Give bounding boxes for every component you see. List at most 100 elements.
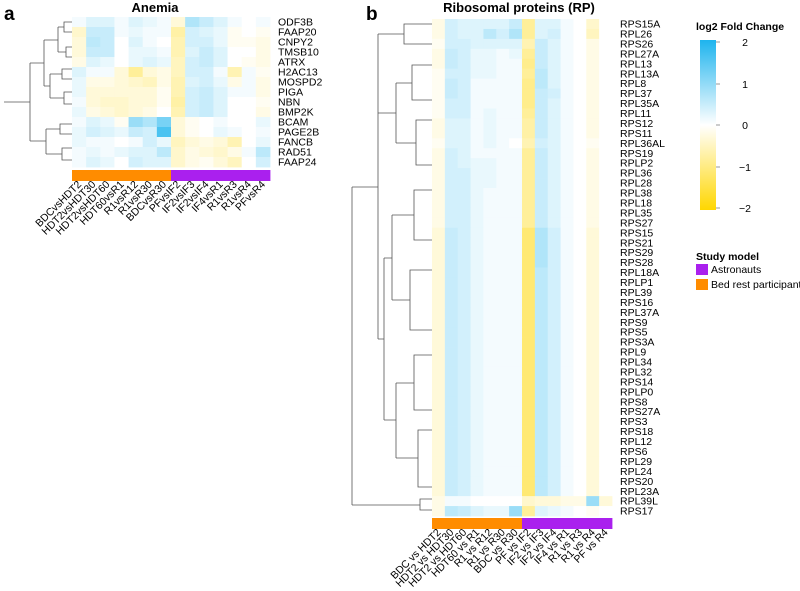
anemia-cell-bmp2k-if2vsif4 [199,107,214,118]
rp-cell-rpl28-r1-vs-r3 [573,178,587,189]
rp-cell-rpl36-if4-vs-r1 [560,168,574,179]
rp-cell-rps6-pf-vs-if2 [522,446,536,457]
rp-cell-rpl13a-hdt2-vs-hdt30 [444,68,459,80]
rp-cell-rpl12-r1-vs-r12 [483,436,497,447]
rp-cell-rpl35-bdc-vs-hdt2 [432,207,446,219]
rp-row-label-rpl28: RPL28 [620,178,652,190]
rp-cell-rpl34-r1-vs-r30 [496,356,510,368]
rp-cell-rpl24-pf-vs-if2 [522,466,536,477]
rp-cell-rps6-bdc-vs-r30 [509,446,523,457]
rp-cell-rpl24-r1-vs-r12 [483,466,497,477]
rp-cell-rps6-hdt2-vs-hdt30 [444,446,459,457]
colorbar-ticks [716,41,720,209]
rp-cell-rps29-r1-vs-r30 [496,247,510,258]
rp-cell-rps27a-pf-vs-r4 [599,406,613,417]
anemia-cell-tmsb10-if4vsr1 [213,47,228,58]
rp-cell-rps27a-r1-vs-r4 [586,406,600,417]
rp-cell-rps29-hdt2-vs-hdt60 [457,247,471,258]
rp-cell-rps11-pf-vs-if2 [522,128,536,139]
rp-cell-rpl29-if4-vs-r1 [560,456,574,467]
anemia-cell-atrx-if2vsif4 [199,57,214,68]
rp-cell-rps27-pf-vs-r4 [599,217,613,229]
rp-cell-rpl39-r1-vs-r12 [483,287,497,298]
rp-cell-rpl37a-bdc-vs-hdt2 [432,307,446,318]
rp-cell-rps27a-r1-vs-r12 [483,406,497,417]
rp-cell-rpl29-if2-vs-if4 [547,456,561,467]
rp-cell-rpl38-hdt2-vs-hdt60 [457,187,471,199]
rp-cell-rps12-hdt2-vs-hdt60 [457,118,471,129]
anemia-cell-fancb-r1vsr3 [227,137,243,148]
rp-cell-rps6-if4-vs-r1 [560,446,574,457]
rp-cell-rps26-if4-vs-r1 [560,38,574,50]
rp-cell-rps19-bdc-vs-hdt2 [432,148,446,159]
rp-cell-rpl36al-pf-vs-if2 [522,138,536,149]
rp-row-label-rps11: RPS11 [620,128,653,140]
anemia-cell-odf3b-r1vsr4 [241,17,257,28]
anemia-cell-bcam-r1vsr12 [128,117,144,128]
rp-group-bar-hdt60-vs-r1 [470,518,484,529]
anemia-cell-bmp2k-hdt60vsr1 [114,107,129,118]
anemia-cell-bmp2k-r1vsr4 [241,107,257,118]
rp-cell-rps29-r1-vs-r4 [586,247,600,258]
rp-cell-rps12-if4-vs-r1 [560,118,574,129]
rp-cell-rpl37-pf-vs-if2 [522,88,536,99]
rp-cell-rps3-r1-vs-r4 [586,416,600,427]
rp-row-label-rplp0: RPLP0 [620,386,653,398]
rp-cell-rps18-r1-vs-r3 [573,426,587,437]
rp-cell-rps26-r1-vs-r30 [496,38,510,50]
rp-cell-rps17-r1-vs-r12 [483,506,497,517]
rp-cell-rpl36-bdc-vs-hdt2 [432,168,446,179]
rp-cell-rpl32-hdt2-vs-hdt30 [444,366,459,378]
rp-cell-rpl39-r1-vs-r30 [496,287,510,298]
rp-cell-rpl8-bdc-vs-r30 [509,78,523,89]
rp-cell-rplp2-if2-vs-if4 [547,158,561,169]
rp-cell-rpl13a-hdt2-vs-hdt60 [457,68,471,80]
rp-cell-rps8-pf-vs-if2 [522,396,536,408]
anemia-cell-page2b-hdt2vshdt60 [100,127,115,138]
rp-cell-rps11-r1-vs-r4 [586,128,600,139]
rp-row-label-rps26: RPS26 [620,38,653,50]
anemia-cell-cnpy2-r1vsr30 [142,37,158,48]
rp-row-label-rpl12: RPL12 [620,436,652,448]
rp-cell-rpl32-r1-vs-r4 [586,366,600,378]
anemia-cell-odf3b-pfvsif2 [171,17,186,28]
rp-cell-rps20-bdc-vs-hdt2 [432,476,446,487]
rp-row-label-rpl18: RPL18 [620,197,652,209]
rp-cell-rpl37-bdc-vs-hdt2 [432,88,446,99]
anemia-cell-bmp2k-hdt2vshdt60 [100,107,115,118]
rp-cell-rpl27a-hdt2-vs-hdt60 [457,48,471,60]
anemia-cell-faap20-bdcvsr30 [156,27,172,38]
rp-cell-rps26-bdc-vs-r30 [509,38,523,50]
rp-cell-rpl13-pf-vs-r4 [599,58,613,70]
rp-cell-rps9-r1-vs-r3 [573,317,587,328]
rp-cell-rps26-hdt60-vs-r1 [470,38,484,50]
rp-cell-rpl13a-r1-vs-r4 [586,68,600,80]
rp-cell-rpl13-bdc-vs-r30 [509,58,523,70]
rp-cell-rpl29-r1-vs-r12 [483,456,497,467]
rp-cell-rpl28-if2-vs-if3 [534,178,549,189]
anemia-cell-nbn-r1vsr3 [227,97,243,108]
rp-cell-rpl8-if2-vs-if3 [534,78,549,89]
anemia-cell-bmp2k-hdt2vshdt30 [86,107,101,118]
rp-row-label-rps14: RPS14 [620,376,653,388]
rp-cell-rpl28-pf-vs-if2 [522,178,536,189]
anemia-cell-cnpy2-hdt60vsr1 [114,37,129,48]
rp-cell-rpl11-pf-vs-if2 [522,108,536,119]
anemia-cell-faap24-r1vsr3 [227,157,243,168]
anemia-group-bar-pfvsr4 [255,170,271,181]
rp-cell-rplp1-hdt60-vs-r1 [470,277,484,288]
anemia-cell-mospd2-r1vsr12 [128,77,144,88]
rp-cell-rps21-if2-vs-if4 [547,237,561,249]
rp-cell-rpl18a-if2-vs-if3 [534,267,549,278]
anemia-cell-rad51-if4vsr1 [213,147,228,158]
anemia-row-label-odf3b: ODF3B [278,17,313,29]
anemia-cell-mospd2-bdcvsr30 [156,77,172,88]
rp-cell-rpl26-bdc-vs-hdt2 [432,28,446,40]
rp-cell-rps27-hdt2-vs-hdt60 [457,217,471,229]
rp-cell-rpl18-bdc-vs-hdt2 [432,197,446,209]
anemia-cell-atrx-pfvsr4 [255,57,271,68]
rp-cell-rpl37a-if2-vs-if3 [534,307,549,318]
rp-cell-rpl32-if2-vs-if3 [534,366,549,378]
anemia-cell-nbn-hdt2vshdt60 [100,97,115,108]
rp-cell-rps15-r1-vs-r3 [573,227,587,239]
